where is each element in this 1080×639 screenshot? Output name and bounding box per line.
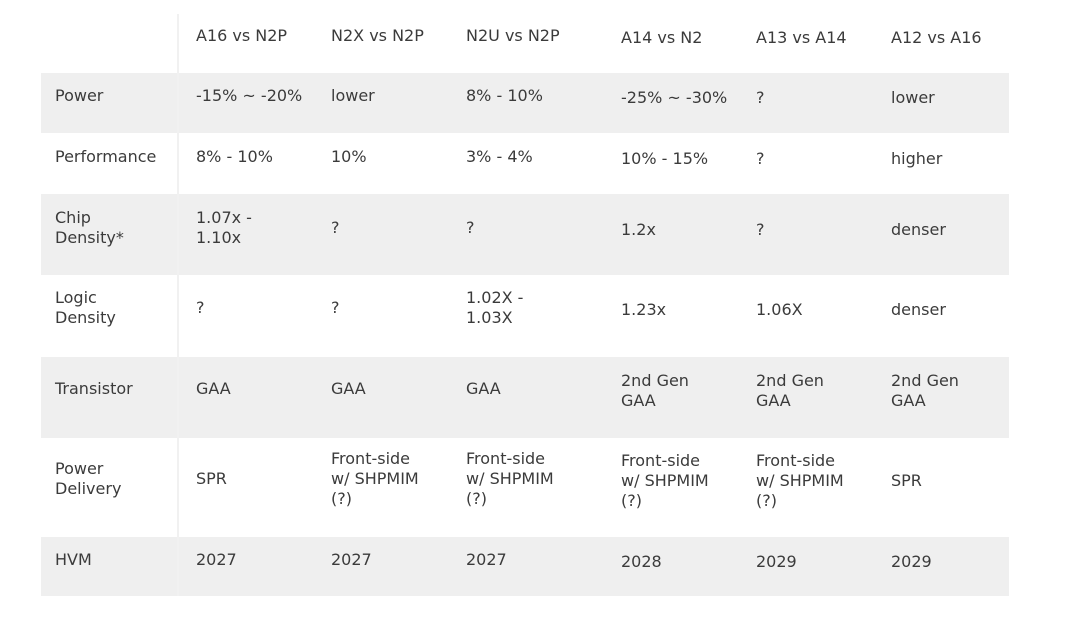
table-cell: 3% - 4%	[466, 147, 533, 166]
column-header: A16 vs N2P	[196, 26, 288, 45]
table-cell: Front-side w/ SHPMIM (?)	[331, 449, 419, 508]
column-header: N2U vs N2P	[466, 26, 560, 45]
table-cell: 2027	[331, 550, 372, 569]
table-cell: 1.06X	[756, 300, 803, 319]
table-cell: Front-side w/ SHPMIM (?)	[621, 451, 709, 510]
row-band	[41, 73, 1009, 133]
table-cell: GAA	[331, 379, 366, 398]
table-cell: 8% - 10%	[196, 147, 273, 166]
table-cell: 2027	[196, 550, 237, 569]
table-cell: higher	[891, 149, 943, 168]
table-cell: denser	[891, 300, 946, 319]
table-cell: 2nd Gen GAA	[891, 371, 959, 410]
table-cell: 2029	[891, 552, 932, 571]
table-cell: 2029	[756, 552, 797, 571]
table-cell: ?	[331, 218, 340, 237]
table-cell: Front-side w/ SHPMIM (?)	[756, 451, 844, 510]
table-cell: -15% ~ -20%	[196, 86, 303, 105]
table-cell: 8% - 10%	[466, 86, 543, 105]
table-cell: -25% ~ -30%	[621, 88, 728, 107]
table-cell: lower	[331, 86, 375, 105]
table-cell: SPR	[196, 469, 227, 488]
table-cell: Front-side w/ SHPMIM (?)	[466, 449, 554, 508]
table-cell: 10% - 15%	[621, 149, 709, 168]
table-cell: 2nd Gen GAA	[621, 371, 689, 410]
table-cell: 1.23x	[621, 300, 667, 319]
table-cell: GAA	[466, 379, 501, 398]
table-cell: ?	[756, 149, 765, 168]
column-header: N2X vs N2P	[331, 26, 424, 45]
table-cell: ?	[331, 298, 340, 317]
table-cell: 2027	[466, 550, 507, 569]
table-cell: ?	[756, 88, 765, 107]
table-cell: 2028	[621, 552, 662, 571]
column-header: A14 vs N2	[621, 28, 703, 47]
row-label: HVM	[55, 550, 92, 569]
table-cell: denser	[891, 220, 946, 239]
table-cell: GAA	[196, 379, 231, 398]
table-cell: SPR	[891, 471, 922, 490]
table-cell: 1.02X - 1.03X	[466, 288, 524, 327]
row-label: Transistor	[55, 379, 133, 398]
table-cell: 1.2x	[621, 220, 656, 239]
table-cell: 2nd Gen GAA	[756, 371, 824, 410]
column-header: A12 vs A16	[891, 28, 982, 47]
row-band	[41, 194, 1009, 275]
row-label: Performance	[55, 147, 157, 166]
row-label: Power Delivery	[55, 459, 122, 498]
table-cell: ?	[756, 220, 765, 239]
table-cell: 1.07x - 1.10x	[196, 208, 252, 247]
table-cell: ?	[196, 298, 205, 317]
row-band	[41, 357, 1009, 438]
row-label: Power	[55, 86, 104, 105]
table-cell: lower	[891, 88, 935, 107]
row-band	[41, 537, 1009, 596]
table-cell: ?	[466, 218, 475, 237]
column-header: A13 vs A14	[756, 28, 847, 47]
row-label: Logic Density	[55, 288, 116, 327]
row-label: Chip Density*	[55, 208, 124, 247]
column-divider	[177, 14, 179, 596]
table-cell: 10%	[331, 147, 367, 166]
